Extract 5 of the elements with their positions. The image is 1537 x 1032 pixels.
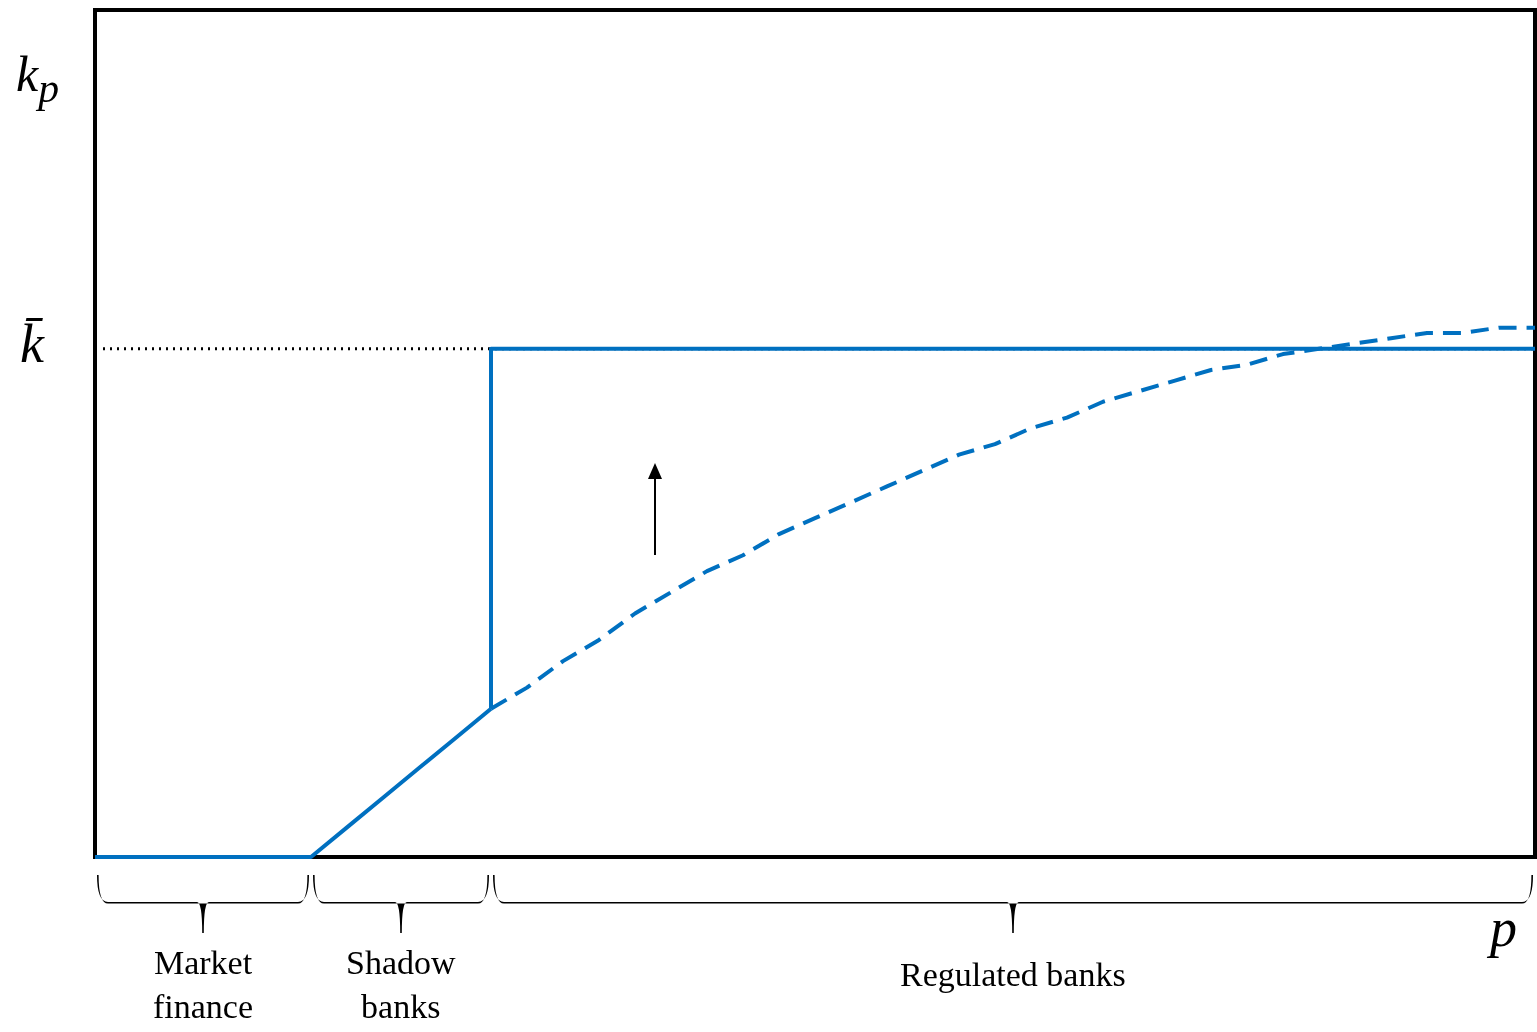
ref-line-label: k̄ [20,312,44,376]
text: Shadow banks [346,943,456,1028]
text: Regulated banks [900,955,1126,995]
text: Market finance [153,943,254,1028]
y-axis-title: k$_{p}$ [16,45,60,113]
